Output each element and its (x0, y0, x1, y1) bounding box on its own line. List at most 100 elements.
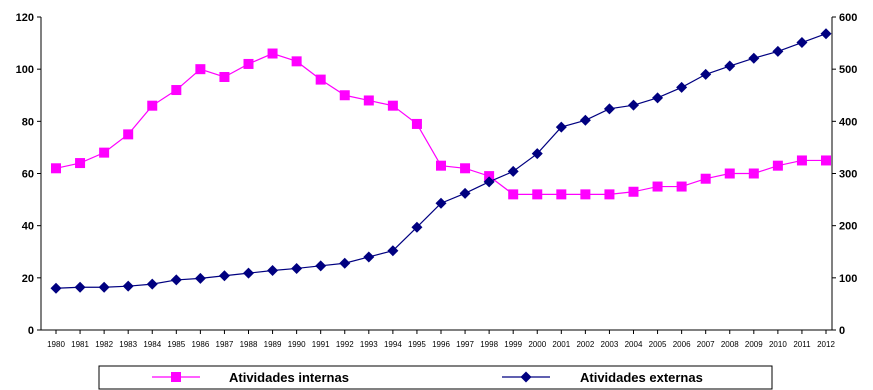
data-point (146, 278, 158, 290)
data-point (676, 81, 688, 93)
data-point (171, 85, 182, 96)
left-y-tick-label: 120 (16, 12, 34, 24)
left-y-tick-label: 100 (16, 64, 34, 76)
legend: Atividades internas Atividades externas (98, 365, 773, 390)
x-tick-label: 2009 (745, 340, 763, 349)
left-y-tick-label: 80 (22, 116, 34, 128)
x-tick-label: 2010 (769, 340, 787, 349)
data-point (628, 186, 639, 197)
left-y-tick-label: 40 (22, 221, 34, 233)
x-tick-label: 2006 (673, 340, 691, 349)
x-tick-label: 1987 (216, 340, 234, 349)
data-point (147, 100, 158, 111)
data-point (700, 173, 711, 184)
data-point (459, 187, 471, 199)
x-tick-label: 2004 (625, 340, 643, 349)
chart-axes: 0 20 40 60 80 100 120 0 100 200 300 400 500 600 1980 19… (16, 12, 858, 349)
x-tick-label: 1990 (288, 340, 306, 349)
x-tick-label: 2003 (601, 340, 619, 349)
x-tick-label: 1980 (47, 340, 65, 349)
data-point (460, 163, 471, 174)
x-tick-label: 2000 (528, 340, 546, 349)
right-y-tick-label: 300 (839, 169, 857, 181)
data-point (243, 58, 254, 69)
right-y-tick-label: 500 (839, 64, 857, 76)
data-point (820, 28, 832, 40)
data-point (363, 251, 375, 263)
data-point (555, 121, 567, 133)
data-point (122, 280, 134, 292)
x-tick-label: 1982 (95, 340, 113, 349)
data-point (99, 147, 110, 158)
data-point (387, 245, 399, 257)
data-point (218, 270, 230, 282)
data-point (508, 189, 519, 200)
legend-box (98, 365, 773, 390)
data-point (604, 189, 615, 200)
data-point (628, 99, 639, 111)
data-point (339, 90, 350, 101)
x-tick-label: 1995 (408, 340, 426, 349)
x-tick-label: 1991 (312, 340, 330, 349)
x-tick-label: 1994 (384, 340, 402, 349)
data-point (652, 181, 663, 192)
x-tick-label: 2012 (817, 340, 835, 349)
data-point (411, 221, 423, 233)
data-point (387, 100, 398, 111)
legend-marker (520, 371, 532, 383)
x-tick-label: 2002 (576, 340, 594, 349)
data-point (484, 171, 495, 182)
data-point (411, 118, 422, 129)
x-tick-label: 1986 (191, 340, 209, 349)
x-tick-label: 2005 (649, 340, 667, 349)
data-point (796, 155, 807, 166)
data-point (195, 64, 206, 75)
x-tick-label: 2011 (793, 340, 811, 349)
x-tick-label: 1989 (264, 340, 282, 349)
series-layer (50, 28, 832, 294)
data-point (531, 148, 543, 160)
data-point (748, 52, 760, 64)
data-point (580, 189, 591, 200)
data-point (291, 262, 303, 274)
x-tick-label: 1984 (143, 340, 161, 349)
data-point (243, 267, 254, 279)
x-tick-label: 2001 (552, 340, 570, 349)
left-y-tick-label: 20 (22, 273, 34, 285)
series-0 (51, 48, 831, 200)
series-1 (50, 28, 832, 294)
data-point (772, 45, 784, 57)
right-y-tick-label: 600 (839, 12, 857, 24)
right-y-tick-label: 0 (839, 325, 845, 337)
right-y-tick-label: 200 (839, 221, 857, 233)
data-point (363, 95, 374, 106)
right-y-tick-label: 100 (839, 273, 857, 285)
data-point (291, 56, 302, 67)
x-tick-label: 1998 (480, 340, 498, 349)
data-point (483, 176, 495, 188)
data-point (556, 189, 567, 200)
data-point (315, 74, 326, 85)
x-tick-label: 2007 (697, 340, 715, 349)
left-y-tick-label: 0 (28, 325, 34, 337)
x-tick-label: 1981 (71, 340, 89, 349)
x-tick-label: 1996 (432, 340, 450, 349)
data-point (436, 160, 446, 171)
data-point (724, 168, 735, 179)
data-point (74, 281, 86, 293)
data-point (339, 257, 351, 269)
data-point (507, 165, 519, 177)
data-point (98, 281, 110, 293)
left-y-tick-label: 60 (22, 169, 34, 181)
data-point (603, 103, 615, 115)
data-point (579, 114, 591, 126)
data-point (75, 158, 86, 169)
data-point (652, 92, 664, 104)
data-point (796, 37, 808, 49)
x-tick-label: 1988 (240, 340, 258, 349)
legend-label: Atividades internas (229, 370, 349, 385)
data-point (532, 189, 543, 200)
x-tick-label: 1985 (167, 340, 185, 349)
data-point (50, 282, 62, 294)
